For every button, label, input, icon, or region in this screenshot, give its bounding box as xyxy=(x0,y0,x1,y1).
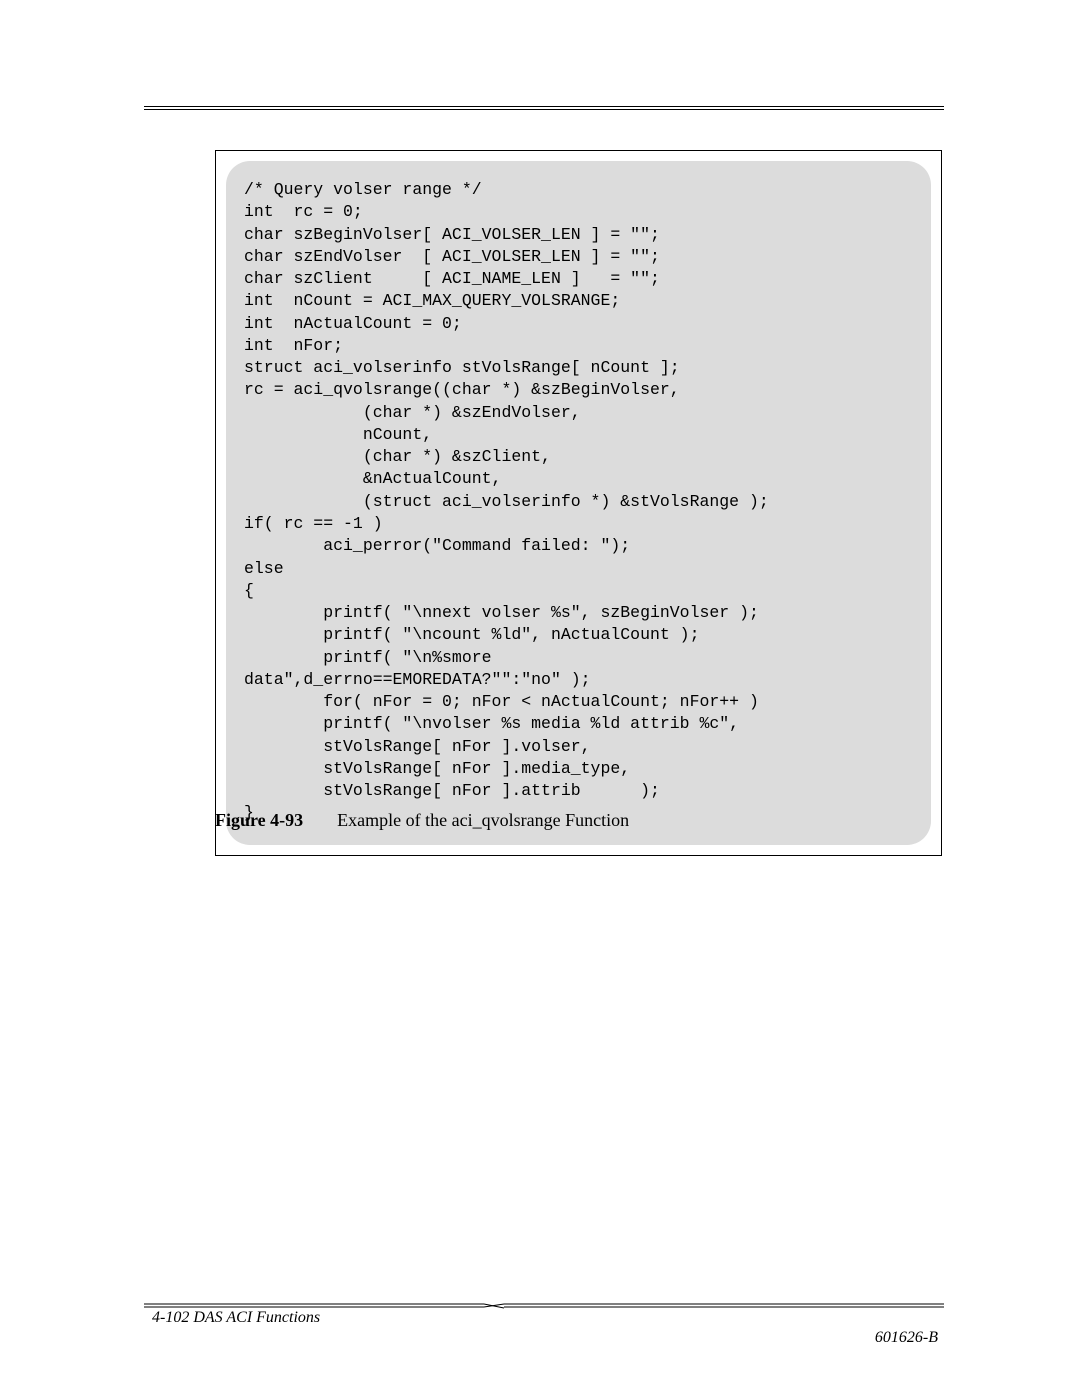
footer-right: 601626-B xyxy=(875,1329,938,1347)
figure-caption: Figure 4-93 Example of the aci_qvolsrange… xyxy=(215,810,629,831)
code-box: /* Query volser range */ int rc = 0; cha… xyxy=(226,161,931,845)
page: /* Query volser range */ int rc = 0; cha… xyxy=(0,0,1080,1397)
figure-caption-text: Example of the aci_qvolsrange Function xyxy=(337,810,629,830)
footer-left: 4-102 DAS ACI Functions xyxy=(152,1309,320,1327)
figure-label: Figure 4-93 xyxy=(215,810,303,830)
code-listing: /* Query volser range */ int rc = 0; cha… xyxy=(244,179,913,825)
code-frame: /* Query volser range */ int rc = 0; cha… xyxy=(215,150,942,856)
